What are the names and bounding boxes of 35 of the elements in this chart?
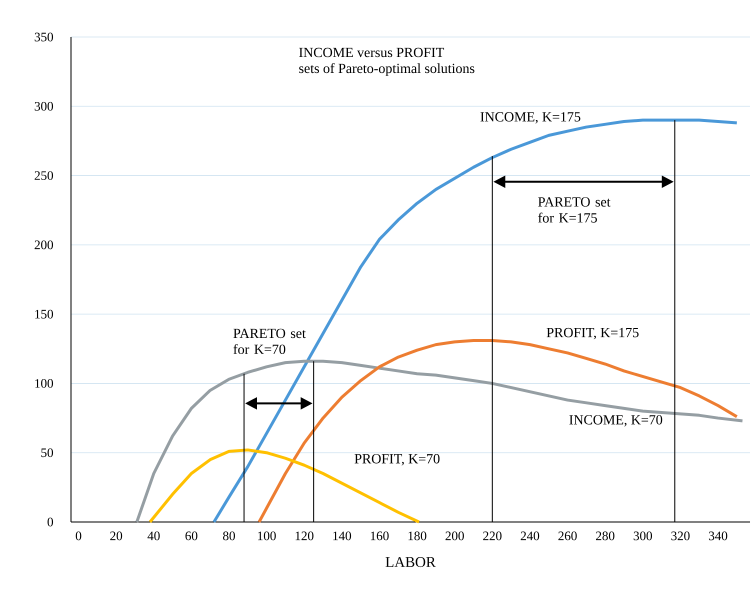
x-tick-label: 220 [483,532,502,540]
y-tick-label: 300 [34,102,54,111]
x-tick-label: 320 [671,532,690,540]
x-axis-title: LABOR [386,557,436,568]
x-tick-label: 240 [520,532,540,540]
x-tick-label: 120 [296,532,314,540]
x-tick-label: 280 [596,532,614,540]
x-tick-label: 20 [110,532,122,540]
y-tick-label: 150 [35,310,54,319]
x-tick-label: 300 [634,532,652,540]
text: INCOME versus PROFIT [299,48,444,58]
x-tick-label: 200 [446,532,464,540]
x-tick-label: 140 [333,532,352,540]
x-tick-label: 160 [370,532,389,540]
y-tick-label: 50 [41,448,54,458]
series-label: INCOME, K=175 [480,112,580,124]
y-tick-label: 250 [34,171,54,180]
x-tick-label: 40 [148,532,160,540]
annotation: PARETO set for K=70 [233,328,306,354]
y-tick-label: 0 [48,518,54,526]
y-tick-label: 100 [35,379,54,388]
x-tick-label: 100 [258,532,276,540]
x-tick-label: 0 [76,532,82,540]
series-label: PROFIT, K=175 [546,328,639,340]
text: sets of Pareto-optimal solutions [299,63,474,76]
x-tick-label: 60 [185,532,198,540]
x-tick-label: 180 [408,532,426,540]
x-tick-label: 340 [708,532,728,540]
x-tick-label: 80 [223,532,235,540]
annotation: PARETO set for K=175 [538,197,610,223]
x-tick-label: 260 [558,532,577,540]
series-label: PROFIT, K=70 [354,454,440,466]
y-tick-label: 350 [34,32,54,42]
y-tick-label: 200 [34,240,54,250]
series-label: INCOME, K=70 [569,415,662,427]
